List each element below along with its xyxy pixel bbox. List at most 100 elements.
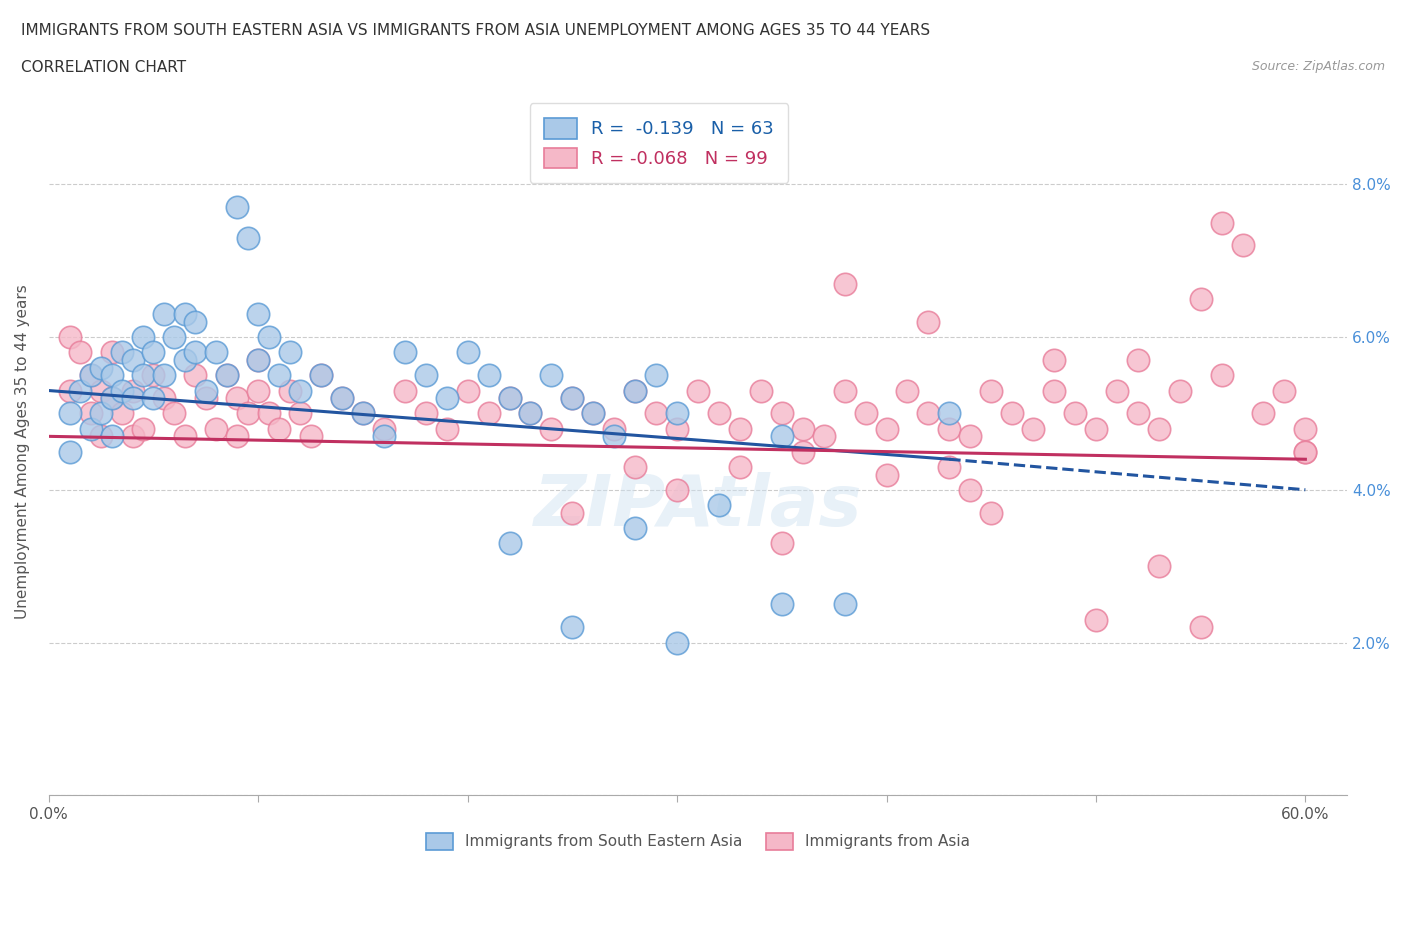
Point	[142, 368, 165, 383]
Point	[59, 329, 82, 344]
Point	[582, 406, 605, 421]
Point	[247, 352, 270, 367]
Point	[100, 391, 122, 405]
Point	[624, 383, 647, 398]
Point	[236, 406, 259, 421]
Point	[728, 421, 751, 436]
Point	[79, 421, 101, 436]
Point	[121, 429, 143, 444]
Point	[278, 345, 301, 360]
Point	[498, 391, 520, 405]
Point	[226, 391, 249, 405]
Point	[184, 314, 207, 329]
Point	[1211, 215, 1233, 230]
Point	[269, 368, 291, 383]
Point	[194, 391, 217, 405]
Point	[855, 406, 877, 421]
Point	[498, 536, 520, 551]
Point	[436, 391, 458, 405]
Point	[153, 368, 176, 383]
Point	[132, 421, 155, 436]
Point	[498, 391, 520, 405]
Point	[173, 429, 195, 444]
Point	[834, 597, 856, 612]
Point	[278, 383, 301, 398]
Point	[111, 383, 134, 398]
Point	[79, 368, 101, 383]
Point	[561, 505, 583, 520]
Point	[959, 429, 981, 444]
Point	[299, 429, 322, 444]
Point	[59, 445, 82, 459]
Point	[194, 383, 217, 398]
Point	[749, 383, 772, 398]
Point	[1211, 368, 1233, 383]
Point	[540, 368, 562, 383]
Point	[69, 345, 91, 360]
Point	[1001, 406, 1024, 421]
Point	[111, 406, 134, 421]
Point	[1294, 445, 1316, 459]
Point	[330, 391, 353, 405]
Point	[163, 406, 186, 421]
Point	[373, 429, 395, 444]
Point	[1189, 291, 1212, 306]
Point	[394, 345, 416, 360]
Point	[215, 368, 238, 383]
Text: ZIPAtlas: ZIPAtlas	[534, 472, 862, 541]
Point	[394, 383, 416, 398]
Point	[770, 536, 793, 551]
Point	[477, 368, 499, 383]
Point	[1043, 383, 1066, 398]
Point	[309, 368, 332, 383]
Text: Source: ZipAtlas.com: Source: ZipAtlas.com	[1251, 60, 1385, 73]
Point	[215, 368, 238, 383]
Point	[1022, 421, 1045, 436]
Point	[100, 368, 122, 383]
Point	[59, 383, 82, 398]
Point	[142, 345, 165, 360]
Point	[1253, 406, 1275, 421]
Point	[1084, 612, 1107, 627]
Point	[1168, 383, 1191, 398]
Point	[876, 421, 898, 436]
Point	[173, 307, 195, 322]
Point	[184, 368, 207, 383]
Point	[624, 521, 647, 536]
Point	[728, 459, 751, 474]
Point	[770, 597, 793, 612]
Point	[79, 406, 101, 421]
Point	[100, 429, 122, 444]
Point	[100, 345, 122, 360]
Point	[980, 383, 1002, 398]
Point	[686, 383, 709, 398]
Point	[90, 360, 112, 375]
Point	[269, 421, 291, 436]
Point	[1147, 421, 1170, 436]
Point	[666, 635, 689, 650]
Point	[257, 406, 280, 421]
Point	[561, 619, 583, 634]
Point	[938, 406, 960, 421]
Point	[163, 329, 186, 344]
Point	[792, 445, 814, 459]
Point	[666, 483, 689, 498]
Point	[707, 498, 730, 512]
Point	[205, 421, 228, 436]
Point	[132, 329, 155, 344]
Point	[917, 406, 939, 421]
Point	[1043, 352, 1066, 367]
Point	[257, 329, 280, 344]
Point	[561, 391, 583, 405]
Point	[100, 391, 122, 405]
Point	[645, 406, 668, 421]
Point	[330, 391, 353, 405]
Legend: Immigrants from South Eastern Asia, Immigrants from Asia: Immigrants from South Eastern Asia, Immi…	[419, 827, 977, 857]
Point	[792, 421, 814, 436]
Point	[184, 345, 207, 360]
Point	[540, 421, 562, 436]
Point	[624, 459, 647, 474]
Point	[834, 383, 856, 398]
Point	[173, 352, 195, 367]
Point	[457, 383, 479, 398]
